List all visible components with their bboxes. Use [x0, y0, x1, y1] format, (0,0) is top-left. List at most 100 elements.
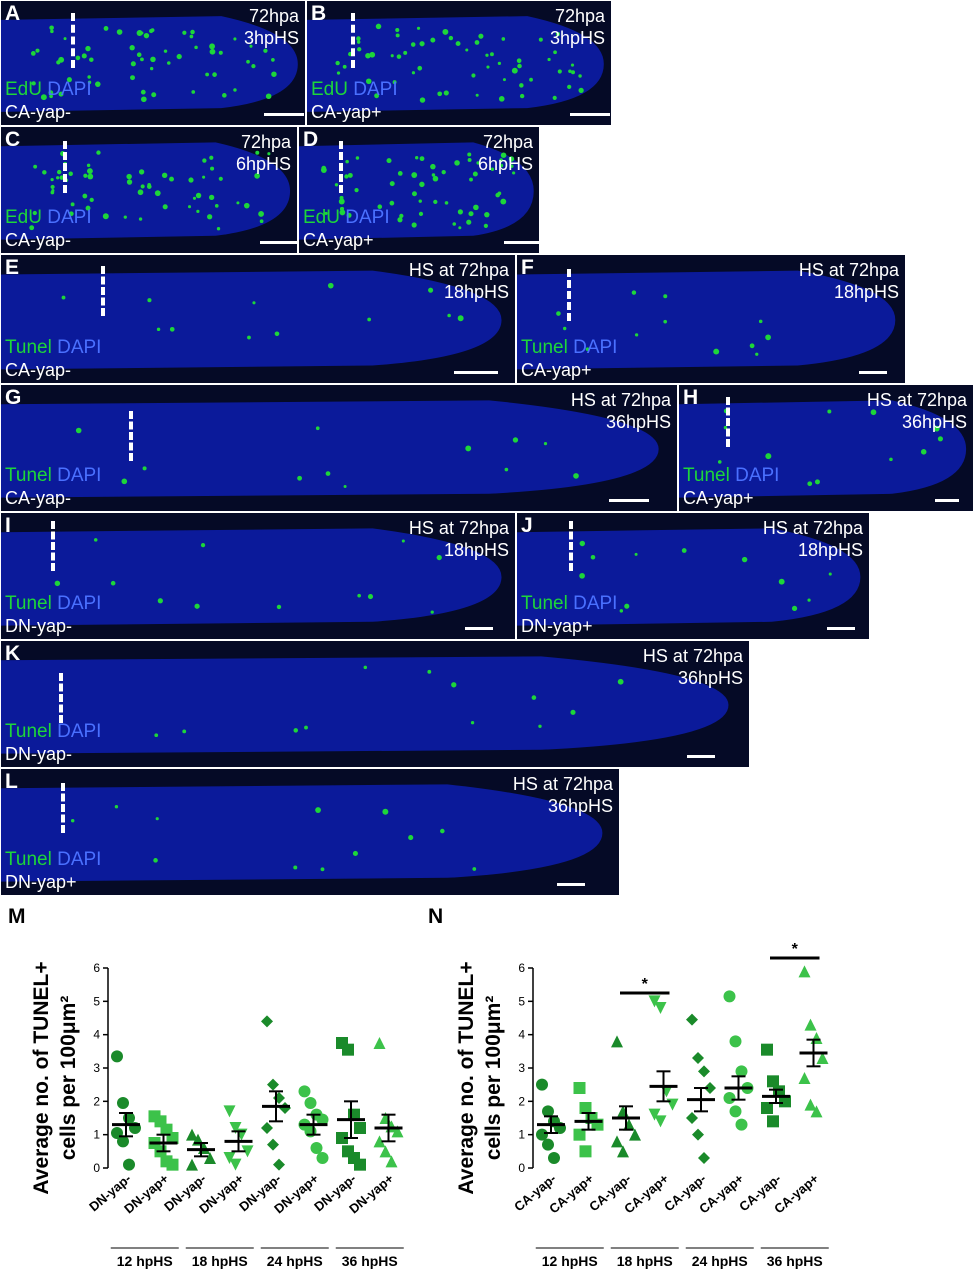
condition-line: HS at 72hpa [642, 646, 743, 666]
stain-label: Tunel DAPI [521, 338, 617, 357]
data-point [704, 1082, 716, 1094]
labeled-cell [200, 542, 206, 548]
labeled-cell [578, 87, 584, 93]
stain-green: Tunel [521, 337, 568, 358]
condition-line: 36hpHS [547, 796, 613, 816]
labeled-cell [502, 78, 506, 82]
labeled-cell [147, 298, 152, 303]
tissue-image [1, 142, 291, 240]
scale-bar [935, 499, 959, 502]
data-point [698, 1065, 710, 1078]
condition-line: HS at 72hpa [798, 260, 899, 280]
labeled-cell [49, 94, 53, 99]
labeled-cell [338, 198, 345, 205]
data-point [686, 1013, 698, 1026]
labeled-cell [437, 91, 443, 97]
genotype-label: CA-yap- [5, 488, 72, 508]
labeled-cell [209, 48, 216, 55]
panel-letter: B [311, 2, 327, 25]
data-point [354, 1122, 366, 1134]
labeled-cell [146, 184, 152, 189]
data-point [548, 1152, 560, 1164]
labeled-cell [110, 580, 116, 586]
tissue-image [307, 16, 604, 112]
labeled-cell [557, 69, 562, 74]
labeled-cell [218, 176, 223, 181]
data-point [804, 1018, 817, 1031]
labeled-cell [233, 88, 237, 92]
labeled-cell [182, 729, 187, 734]
data-point [241, 1145, 254, 1158]
labeled-cell [486, 65, 490, 69]
y-tick-label: 2 [518, 1094, 525, 1108]
labeled-cell [432, 175, 439, 182]
data-point [186, 1158, 198, 1171]
stain-blue: DAPI [573, 593, 618, 614]
labeled-cell [207, 214, 213, 220]
y-tick-label: 1 [518, 1128, 525, 1142]
labeled-cell [354, 188, 359, 193]
labeled-cell [408, 835, 414, 841]
panel-letter-n: N [428, 905, 444, 928]
labeled-cell [475, 93, 479, 97]
condition-label: HS at 72hpa 36hpHS [571, 389, 671, 433]
labeled-cell [499, 163, 504, 168]
labeled-cell [140, 89, 146, 95]
labeled-cell [365, 52, 371, 59]
labeled-cell [188, 177, 194, 183]
labeled-cell [543, 442, 548, 446]
tissue-shape [1, 16, 298, 112]
stain-label: EdU DAPI [311, 80, 398, 99]
labeled-cell [194, 603, 200, 609]
condition-line: 36hpHS [901, 412, 967, 432]
labeled-cell [233, 37, 237, 41]
tissue-image [1, 528, 502, 626]
labeled-cell [315, 807, 321, 813]
stain-label: Tunel DAPI [5, 338, 101, 357]
labeled-cell [216, 227, 221, 231]
group-label: 18 hpHS [617, 1253, 673, 1269]
y-tick-label: 3 [518, 1061, 525, 1075]
labeled-cell [411, 172, 418, 178]
data-point [735, 1065, 748, 1078]
condition-line: HS at 72hpa [408, 260, 509, 280]
panel-letter: K [5, 642, 21, 665]
labeled-cell [149, 29, 154, 34]
labeled-cell [617, 678, 624, 685]
labeled-cell [681, 548, 687, 553]
y-axis-label-2: cells per 100μm² [57, 996, 80, 1161]
labeled-cell [510, 164, 514, 168]
group-label: 36 hpHS [767, 1253, 823, 1269]
data-point [316, 1152, 329, 1164]
image-panel-f: F HS at 72hpa 18hpHS Tunel DAPI CA-yap+ [516, 254, 906, 384]
condition-label: HS at 72hpa 18hpHS [409, 517, 509, 561]
labeled-cell [243, 202, 250, 209]
labeled-cell [167, 61, 171, 65]
labeled-cell [430, 610, 434, 614]
labeled-cell [397, 217, 403, 223]
data-point [723, 1092, 736, 1104]
stain-blue: DAPI [345, 207, 390, 228]
labeled-cell [807, 598, 811, 602]
labeled-cell [471, 73, 476, 78]
labeled-cell [538, 724, 542, 729]
y-tick-label: 5 [518, 994, 525, 1008]
data-point [767, 1075, 779, 1088]
condition-label: 72hpa 6hpHS [478, 131, 533, 175]
data-point [692, 1052, 704, 1064]
labeled-cell [126, 179, 133, 185]
labeled-cell [87, 75, 91, 79]
condition-label: HS at 72hpa 18hpHS [409, 259, 509, 303]
labeled-cell [162, 204, 168, 210]
stain-label: Tunel DAPI [521, 594, 617, 613]
genotype-label: CA-yap+ [311, 102, 382, 122]
labeled-cell [150, 56, 156, 63]
tissue-image [1, 400, 659, 498]
labeled-cell [357, 593, 361, 598]
scale-bar [570, 113, 610, 116]
tissue-image [679, 400, 967, 498]
labeled-cell [263, 48, 268, 53]
labeled-cell [562, 326, 567, 331]
condition-label: HS at 72hpa 18hpHS [763, 517, 863, 561]
data-point [342, 1145, 354, 1158]
